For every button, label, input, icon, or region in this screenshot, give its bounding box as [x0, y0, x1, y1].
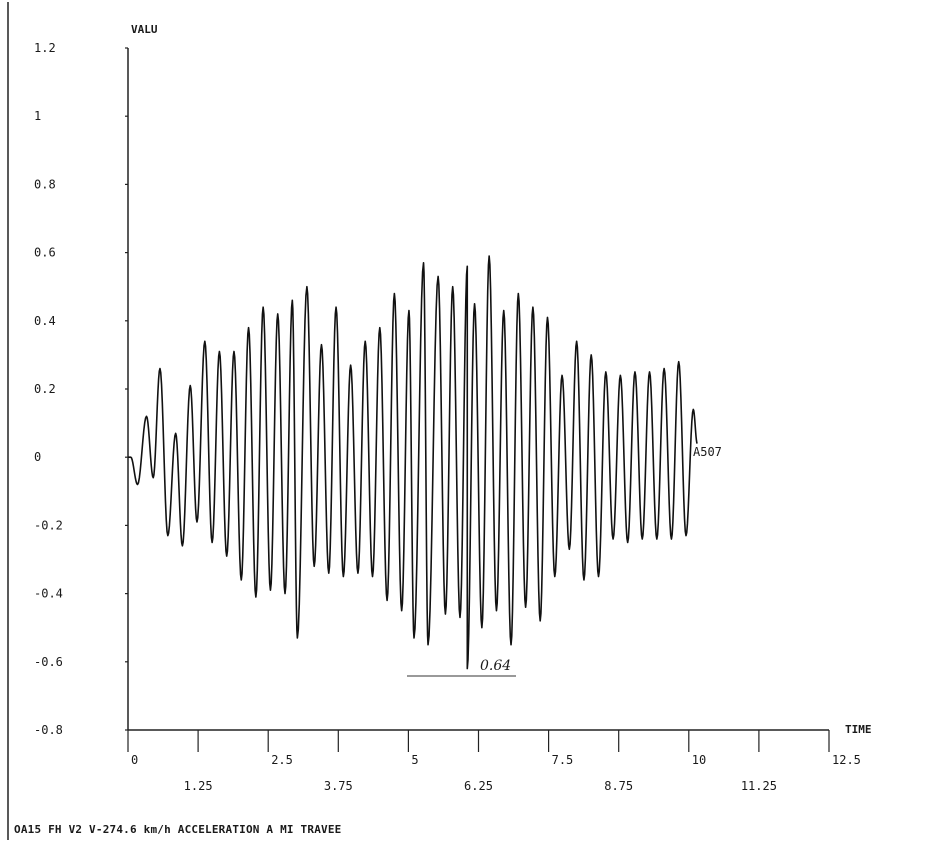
y-tick-label: 0 [34, 450, 41, 464]
y-tick-label: 1.2 [34, 41, 56, 55]
annotation-label: 0.64 [480, 658, 511, 674]
x-tick-label-minor: 11.25 [741, 779, 777, 793]
y-tick-label: -0.4 [34, 587, 63, 601]
x-tick-label-minor: 8.75 [604, 779, 633, 793]
y-ticks: 1.2 1 0.8 0.6 0.4 0.2 0 -0.2 -0.4 -0.6 -0.8 [34, 41, 128, 737]
y-axis-label: VALU [131, 23, 158, 36]
x-tick-label-major: 7.5 [552, 753, 574, 767]
y-axis: 1.2 1 0.8 0.6 0.4 0.2 0 -0.2 -0.4 -0.6 -0.8 [34, 41, 129, 737]
x-tick-label-major: 12.5 [832, 753, 861, 767]
y-tick-label: 0.6 [34, 246, 56, 260]
x-tick-label-major: 0 [131, 753, 138, 767]
x-axis-label: TIME [845, 723, 872, 736]
y-tick-label: -0.6 [34, 655, 63, 669]
x-tick-label-minor: 6.25 [464, 779, 493, 793]
y-tick-label: 0.4 [34, 314, 56, 328]
annotation: 0.64 [407, 658, 516, 677]
y-tick-label: -0.2 [34, 518, 63, 532]
y-tick-label: 0.2 [34, 382, 56, 396]
y-tick-label: 0.8 [34, 177, 56, 191]
series-label: A507 [693, 445, 722, 459]
x-tick-label-minor: 3.75 [324, 779, 353, 793]
x-ticks: 0 2.5 5 7.5 10 12.5 1.25 3.75 6.25 8.75 11.25 [127, 730, 861, 793]
figure-caption: OA15 FH V2 V-274.6 km/h ACCELERATION A M… [14, 823, 341, 836]
x-axis: 0 2.5 5 7.5 10 12.5 1.25 3.75 6.25 8.75 11.25 [127, 729, 861, 793]
x-tick-label-major: 2.5 [271, 753, 293, 767]
x-tick-label-major: 5 [411, 753, 418, 767]
x-tick-label-minor: 1.25 [184, 779, 213, 793]
series-line-a507 [127, 255, 698, 670]
y-tick-label: 1 [34, 109, 41, 123]
x-tick-label-major: 10 [692, 753, 706, 767]
y-tick-label: -0.8 [34, 723, 63, 737]
